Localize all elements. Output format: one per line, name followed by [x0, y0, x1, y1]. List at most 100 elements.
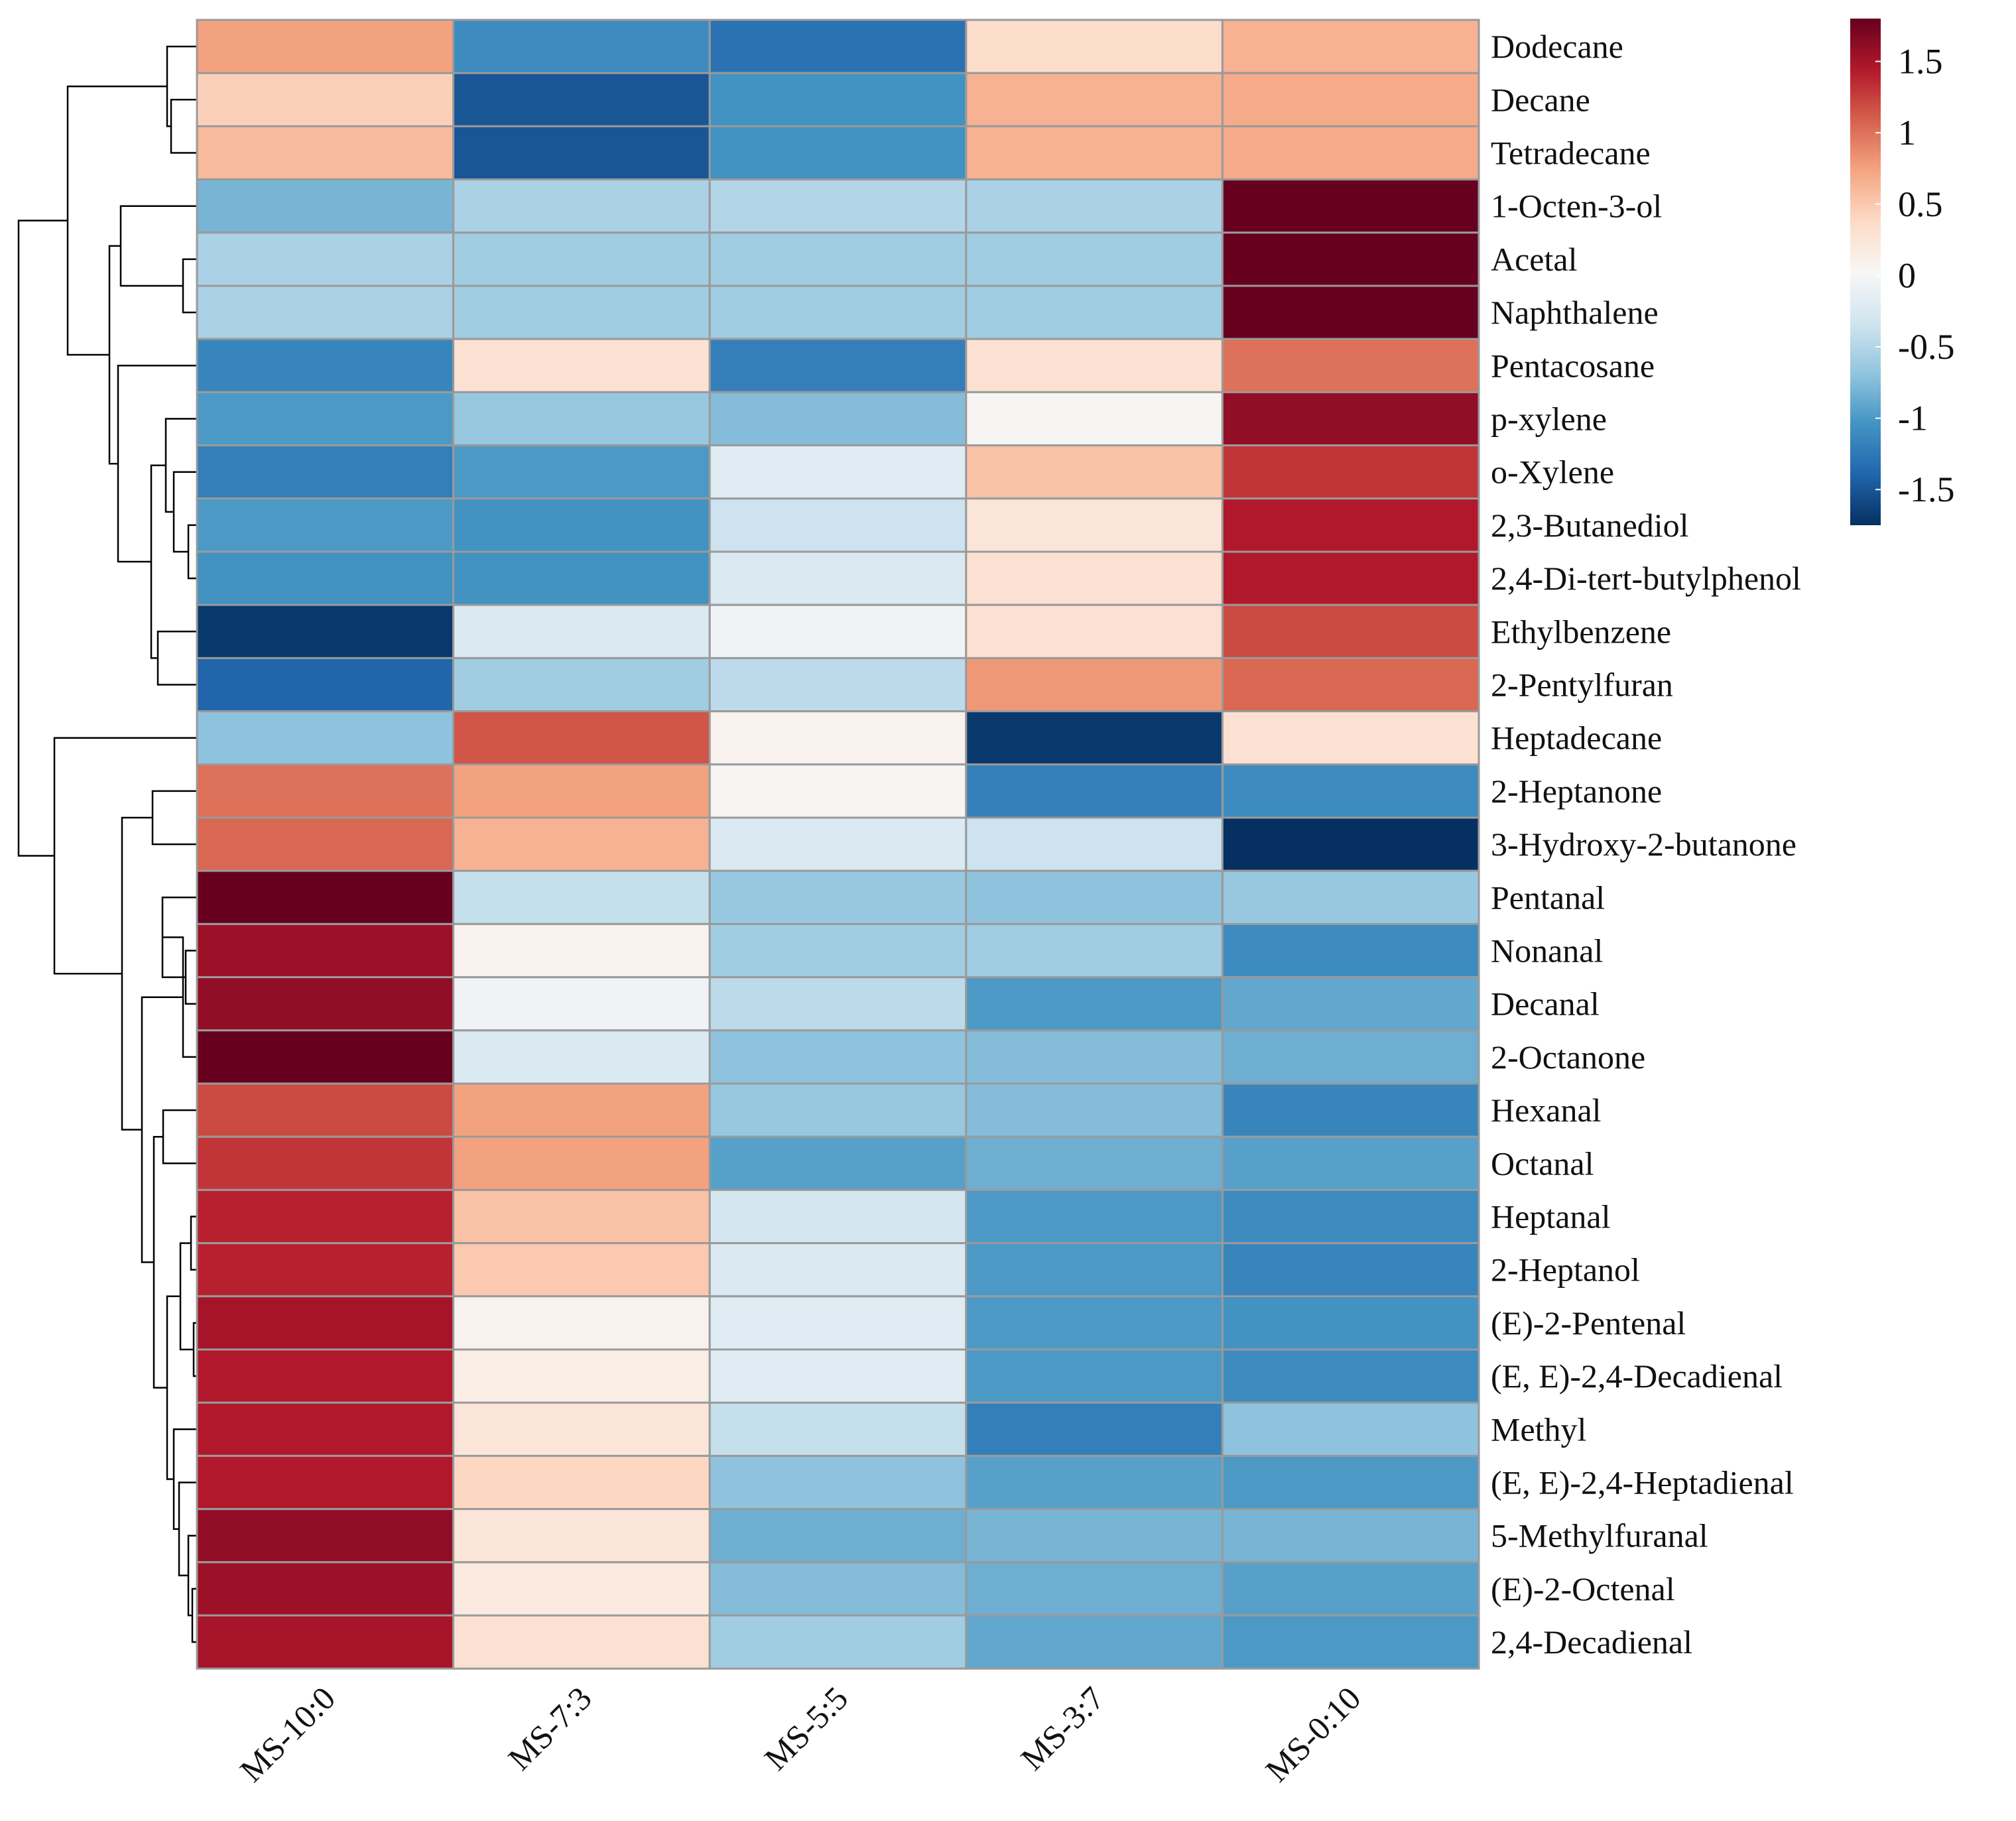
heatmap-cell — [965, 1454, 1224, 1511]
row-label: 1-Octen-3-ol — [1491, 188, 1662, 225]
row-label: Ethylbenzene — [1491, 613, 1671, 650]
heatmap-cell — [196, 1188, 455, 1245]
heatmap-cell — [708, 869, 968, 925]
row-label: Dodecane — [1491, 28, 1623, 65]
heatmap-cell — [196, 444, 455, 500]
heatmap-cell — [965, 338, 1224, 393]
heatmap-cell — [196, 710, 455, 766]
heatmap-cell — [708, 19, 968, 74]
heatmap-cell — [452, 1454, 711, 1511]
heatmap-cell — [1221, 550, 1480, 606]
heatmap-cell — [708, 710, 968, 766]
heatmap-cell — [1221, 657, 1480, 713]
row-label: 2-Octanone — [1491, 1038, 1645, 1076]
heatmap-cell — [708, 1082, 968, 1138]
dendrogram-branch — [108, 245, 121, 465]
heatmap-cell — [196, 178, 455, 234]
heatmap-cell — [196, 657, 455, 713]
heatmap-cell — [1221, 922, 1480, 979]
heatmap-cell — [1221, 1561, 1480, 1617]
heatmap-cell — [452, 72, 711, 127]
colorbar: 1.5 1 0.5 0 -0.5 -1 -1.5 — [1850, 19, 1954, 525]
heatmap-cell — [708, 231, 968, 287]
heatmap-cell — [965, 922, 1224, 979]
heatmap-cell — [452, 869, 711, 925]
heatmap-cell — [1221, 1508, 1480, 1564]
heatmap-cell — [708, 922, 968, 979]
heatmap-cell — [196, 763, 455, 819]
row-label: 2-Heptanol — [1491, 1251, 1640, 1288]
row-label: (E, E)-2,4-Heptadienal — [1491, 1464, 1794, 1501]
heatmap-cell — [1221, 1401, 1480, 1457]
row-label: Octanal — [1491, 1145, 1594, 1182]
heatmap-cell — [452, 1242, 711, 1298]
heatmap-cell — [196, 1348, 455, 1404]
heatmap-cell — [452, 657, 711, 713]
heatmap-cell — [196, 1135, 455, 1191]
heatmap-cell — [708, 391, 968, 447]
row-label: (E)-2-Octenal — [1491, 1570, 1675, 1607]
colorbar-tick-label: 0.5 — [1898, 184, 1943, 224]
heatmap-cell — [1221, 1295, 1480, 1351]
heatmap-cell — [452, 178, 711, 234]
column-label: MS-0:10 — [1258, 1679, 1367, 1789]
heatmap-cell — [196, 922, 455, 979]
heatmap-cell — [965, 1188, 1224, 1245]
heatmap-cell — [965, 1135, 1224, 1191]
heatmap-cell — [452, 763, 711, 819]
dendrogram-branch — [170, 99, 197, 154]
colorbar-tick-label: 1 — [1898, 113, 1916, 153]
heatmap-cell — [965, 657, 1224, 713]
heatmap-cell — [708, 284, 968, 340]
heatmap-cell — [1221, 231, 1480, 287]
colorbar-tick-label: -1.5 — [1898, 470, 1954, 509]
column-label: MS-3:7 — [1013, 1679, 1111, 1777]
heatmap-cell — [196, 1242, 455, 1298]
heatmap-cell — [196, 497, 455, 553]
dendrogram-branch — [153, 1135, 167, 1389]
heatmap-cell — [1221, 1242, 1480, 1298]
heatmap-cell — [1221, 284, 1480, 340]
heatmap-cell — [708, 444, 968, 500]
row-label: Hexanal — [1491, 1092, 1602, 1129]
heatmap-cell — [965, 391, 1224, 447]
heatmap-cell — [965, 1348, 1224, 1404]
heatmap-cell — [196, 72, 455, 127]
dendrogram-branch — [187, 524, 197, 580]
row-label: o-Xylene — [1491, 454, 1614, 491]
heatmap-cell — [452, 1135, 711, 1191]
heatmap-cell — [708, 816, 968, 872]
row-label: (E, E)-2,4-Decadienal — [1491, 1357, 1783, 1395]
heatmap-cell — [1221, 1082, 1480, 1138]
dendrogram-branch — [66, 86, 167, 356]
heatmap-cell — [965, 1082, 1224, 1138]
dendrogram-branch — [164, 418, 197, 513]
dendrogram-branch — [172, 1428, 197, 1530]
column-label: MS-5:5 — [757, 1679, 855, 1777]
heatmap-cell — [1221, 391, 1480, 447]
heatmap-cell — [708, 178, 968, 234]
row-label: Decane — [1491, 81, 1590, 118]
heatmap-cell — [965, 284, 1224, 340]
dendrogram-branch — [150, 464, 166, 659]
row-label: 2,3-Butanediol — [1491, 507, 1689, 544]
heatmap-cell — [1221, 1188, 1480, 1245]
heatmap-cell — [452, 1188, 711, 1245]
dendrogram-branch — [151, 790, 197, 846]
heatmap-cell — [708, 763, 968, 819]
heatmap-cell — [1221, 178, 1480, 234]
heatmap-cell — [965, 976, 1224, 1032]
heatmap-cell — [708, 125, 968, 181]
heatmap-cell — [196, 125, 455, 181]
heatmap-cell — [708, 1614, 968, 1670]
heatmap-cell — [965, 178, 1224, 234]
heatmap-cell — [1221, 976, 1480, 1032]
row-label: Pentanal — [1491, 879, 1605, 916]
colorbar-ticks: 1.5 1 0.5 0 -0.5 -1 -1.5 — [1875, 42, 1954, 509]
heatmap-cell — [196, 1508, 455, 1564]
dendrogram-branch — [172, 471, 197, 553]
heatmap-cell — [452, 1614, 711, 1670]
row-label: Nonanal — [1491, 932, 1603, 970]
heatmap-cell — [452, 1401, 711, 1457]
